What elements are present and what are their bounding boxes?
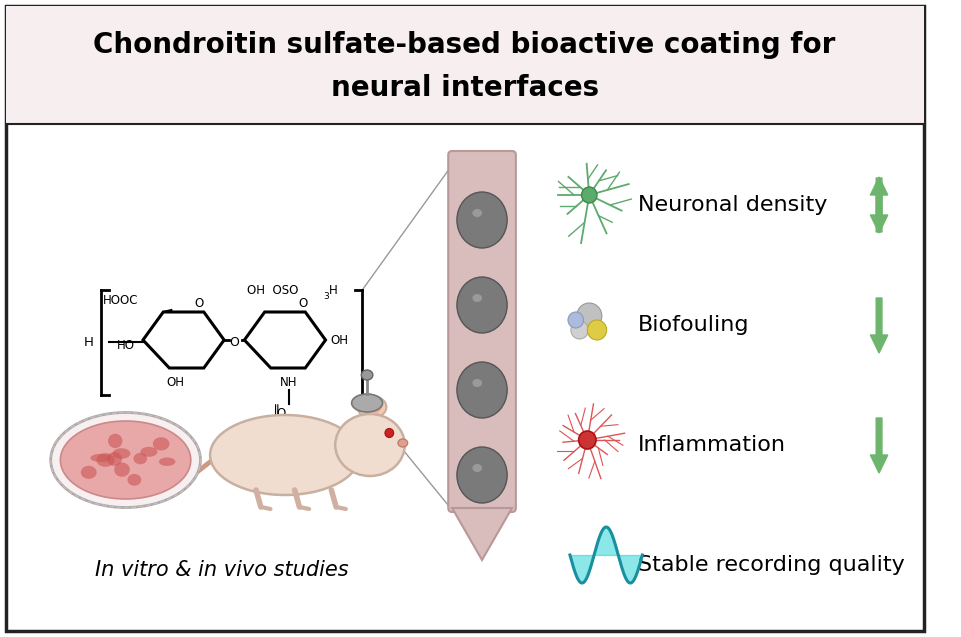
Polygon shape	[452, 508, 511, 560]
Ellipse shape	[384, 429, 393, 438]
Ellipse shape	[127, 474, 141, 486]
Text: O: O	[194, 297, 204, 310]
Ellipse shape	[107, 452, 122, 466]
Ellipse shape	[578, 431, 596, 449]
Text: O: O	[298, 297, 308, 310]
Text: H: H	[329, 283, 337, 296]
Ellipse shape	[472, 294, 481, 302]
Ellipse shape	[361, 370, 373, 380]
Text: HO: HO	[117, 338, 136, 352]
Ellipse shape	[472, 464, 481, 472]
Text: CH: CH	[281, 422, 297, 434]
FancyBboxPatch shape	[448, 151, 515, 512]
Ellipse shape	[357, 396, 386, 418]
Ellipse shape	[567, 312, 583, 328]
Text: Biofouling: Biofouling	[637, 315, 749, 335]
Text: HOOC: HOOC	[103, 294, 138, 306]
Ellipse shape	[81, 466, 96, 479]
Ellipse shape	[456, 192, 506, 248]
Ellipse shape	[362, 400, 382, 414]
Text: In vitro & in vivo studies: In vitro & in vivo studies	[95, 560, 349, 580]
Text: Neuronal density: Neuronal density	[637, 195, 826, 215]
Text: OH: OH	[330, 334, 348, 347]
Text: O: O	[229, 336, 239, 348]
Ellipse shape	[456, 362, 506, 418]
Ellipse shape	[576, 303, 602, 329]
Text: n: n	[367, 402, 375, 415]
FancyArrow shape	[870, 418, 887, 473]
FancyArrow shape	[870, 298, 887, 353]
Text: Stable recording quality: Stable recording quality	[637, 555, 903, 575]
Ellipse shape	[90, 454, 111, 462]
Ellipse shape	[96, 453, 114, 467]
Ellipse shape	[472, 379, 481, 387]
Text: Chondroitin sulfate-based bioactive coating for: Chondroitin sulfate-based bioactive coat…	[93, 31, 835, 59]
Ellipse shape	[112, 448, 131, 459]
Ellipse shape	[456, 277, 506, 333]
Ellipse shape	[51, 413, 200, 508]
Ellipse shape	[140, 447, 158, 457]
Ellipse shape	[209, 415, 359, 495]
Ellipse shape	[153, 437, 169, 450]
Text: H: H	[84, 336, 93, 348]
Ellipse shape	[61, 421, 190, 499]
Ellipse shape	[456, 447, 506, 503]
Ellipse shape	[334, 414, 405, 476]
Ellipse shape	[159, 457, 175, 466]
FancyArrow shape	[870, 178, 887, 233]
Ellipse shape	[472, 209, 481, 217]
Text: Inflammation: Inflammation	[637, 435, 785, 455]
FancyBboxPatch shape	[6, 6, 923, 631]
Text: neural interfaces: neural interfaces	[331, 74, 598, 102]
Text: OH  OSO: OH OSO	[247, 283, 298, 296]
Text: NH: NH	[280, 375, 298, 389]
FancyBboxPatch shape	[6, 6, 923, 124]
Text: OH: OH	[166, 375, 185, 389]
Ellipse shape	[570, 321, 588, 339]
Ellipse shape	[398, 439, 407, 447]
Text: 3: 3	[323, 292, 329, 301]
Text: 3: 3	[307, 427, 311, 436]
Ellipse shape	[134, 453, 147, 464]
Text: ∥: ∥	[272, 403, 279, 419]
Ellipse shape	[352, 394, 382, 412]
Ellipse shape	[114, 462, 130, 477]
Text: O: O	[277, 406, 285, 420]
Ellipse shape	[587, 320, 606, 340]
FancyArrow shape	[870, 177, 887, 232]
Ellipse shape	[108, 434, 122, 448]
Ellipse shape	[581, 187, 597, 203]
